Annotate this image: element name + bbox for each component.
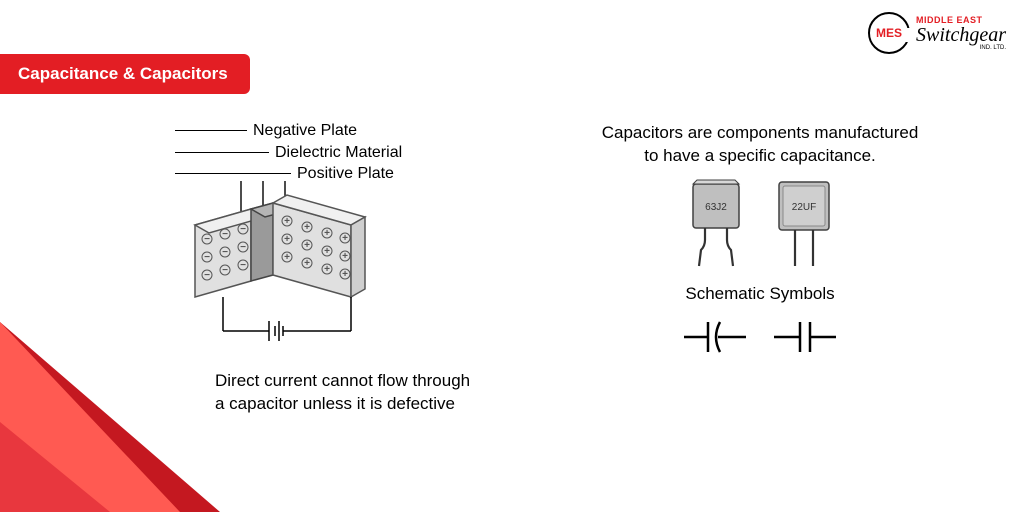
capacitor-photos: 63J2 22UF bbox=[560, 178, 960, 268]
intro-text: Capacitors are components manufactured t… bbox=[560, 122, 960, 168]
schematic-title: Schematic Symbols bbox=[560, 284, 960, 304]
svg-text:−: − bbox=[204, 252, 210, 263]
nonpolarized-capacitor-symbol-icon bbox=[770, 312, 840, 362]
label-negative: Negative Plate bbox=[253, 120, 357, 142]
label-dielectric: Dielectric Material bbox=[275, 142, 402, 164]
svg-text:−: − bbox=[240, 260, 246, 271]
dc-note: Direct current cannot flow through a cap… bbox=[215, 370, 535, 416]
svg-text:+: + bbox=[342, 269, 348, 280]
title-text: Capacitance & Capacitors bbox=[18, 64, 228, 83]
svg-text:+: + bbox=[304, 222, 310, 233]
brand-script: Switchgear bbox=[916, 25, 1006, 45]
schematic-symbols bbox=[560, 312, 960, 362]
svg-text:+: + bbox=[304, 258, 310, 269]
plate-labels: Negative Plate Dielectric Material Posit… bbox=[175, 120, 535, 185]
cap2-label: 22UF bbox=[792, 202, 816, 213]
right-column: Capacitors are components manufactured t… bbox=[560, 122, 960, 362]
svg-text:+: + bbox=[324, 264, 330, 275]
svg-text:+: + bbox=[324, 228, 330, 239]
note-line1: Direct current cannot flow through bbox=[215, 370, 535, 393]
cap1-label: 63J2 bbox=[705, 202, 727, 213]
svg-text:+: + bbox=[284, 234, 290, 245]
capacitor-3d-icon: − − − − − − − − − + + + + bbox=[175, 181, 425, 371]
logo-abbr: MES bbox=[876, 26, 902, 40]
mes-circle-icon: MES bbox=[868, 12, 910, 54]
intro-line2: to have a specific capacitance. bbox=[560, 145, 960, 168]
svg-text:+: + bbox=[342, 233, 348, 244]
svg-text:+: + bbox=[284, 216, 290, 227]
capacitor-component-2-icon: 22UF bbox=[769, 178, 839, 268]
logo: MES MIDDLE EAST Switchgear IND. LTD. bbox=[868, 12, 1006, 54]
svg-text:−: − bbox=[222, 229, 228, 240]
svg-text:+: + bbox=[304, 240, 310, 251]
intro-line1: Capacitors are components manufactured bbox=[560, 122, 960, 145]
svg-text:−: − bbox=[222, 265, 228, 276]
svg-text:+: + bbox=[342, 251, 348, 262]
polarized-capacitor-symbol-icon bbox=[680, 312, 750, 362]
svg-text:+: + bbox=[324, 246, 330, 257]
title-banner: Capacitance & Capacitors bbox=[0, 54, 250, 94]
brand-text: MIDDLE EAST Switchgear IND. LTD. bbox=[916, 16, 1006, 51]
positive-plate: + + + + + + + + + + + + bbox=[273, 195, 365, 297]
svg-text:−: − bbox=[240, 224, 246, 235]
svg-text:+: + bbox=[284, 252, 290, 263]
circuit-leads bbox=[223, 297, 351, 341]
brand-sub: IND. LTD. bbox=[916, 45, 1006, 51]
note-line2: a capacitor unless it is defective bbox=[215, 393, 535, 416]
capacitor-structure-diagram: Negative Plate Dielectric Material Posit… bbox=[175, 120, 535, 416]
svg-text:−: − bbox=[222, 247, 228, 258]
svg-text:−: − bbox=[240, 242, 246, 253]
capacitor-component-1-icon: 63J2 bbox=[681, 178, 751, 268]
svg-text:−: − bbox=[204, 234, 210, 245]
svg-text:−: − bbox=[204, 270, 210, 281]
